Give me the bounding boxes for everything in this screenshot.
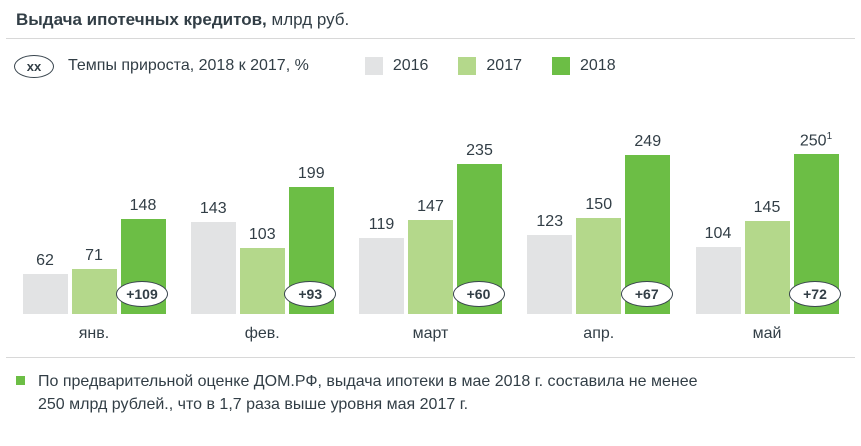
month-label: янв. <box>78 325 110 342</box>
bar-2016 <box>22 274 68 314</box>
bar-wrap-2016: 104 <box>695 225 741 314</box>
bars-март: 119 147 235 +60 <box>355 102 507 314</box>
bar-value-2017: 71 <box>85 247 103 264</box>
legend-item-2016: 2016 <box>364 57 429 75</box>
series-legend: 2016 2017 2018 <box>364 57 616 75</box>
bar-value-2017: 150 <box>585 196 613 213</box>
legend-label-2016: 2016 <box>392 57 429 74</box>
legend-label-2018: 2018 <box>580 57 616 74</box>
bar-wrap-2017: 150 <box>576 196 622 314</box>
footnote-marker: 1 <box>826 130 833 142</box>
growth-legend-label: Темпы прироста, 2018 к 2017, % <box>68 57 309 74</box>
page-title-units: млрд руб. <box>266 10 350 29</box>
growth-badge: +109 <box>116 281 168 307</box>
bar-value-2018: 199 <box>297 165 325 182</box>
bar-wrap-2016: 119 <box>359 216 404 314</box>
bar-2016 <box>695 247 741 314</box>
bars-янв.: 62 71 148 +109 <box>18 102 170 314</box>
growth-oval-icon: xx <box>14 54 54 78</box>
legend-item-2018: 2018 <box>552 57 616 75</box>
bar-value-2018: 235 <box>466 142 493 159</box>
bars-фев.: 143 103 199 +93 <box>186 102 338 314</box>
bar-2016 <box>190 222 236 314</box>
bar-value-2017: 147 <box>417 198 444 215</box>
month-label: апр. <box>583 325 615 342</box>
legend-swatch-2018 <box>552 57 570 75</box>
bar-value-2016: 119 <box>368 216 395 233</box>
bar-chart: 62 71 148 +109 янв. 143 103 199 +93 фев. 119 147 235… <box>0 102 861 343</box>
bar-2017 <box>239 248 285 314</box>
bar-wrap-2016: 123 <box>527 213 573 314</box>
top-divider <box>6 38 855 39</box>
bar-2016 <box>359 238 404 314</box>
bar-group-май: 104 145 2501 +72 май <box>691 102 843 343</box>
footnote-bullet-icon <box>16 376 25 385</box>
legend-swatch-2016 <box>364 57 383 75</box>
bar-wrap-2017: 145 <box>744 199 790 314</box>
bar-group-янв.: 62 71 148 +109 янв. <box>18 102 170 343</box>
bar-wrap-2017: 103 <box>239 226 285 314</box>
bar-2016 <box>527 235 573 314</box>
growth-badge: +67 <box>620 281 673 307</box>
bar-value-2016: 143 <box>199 200 227 217</box>
bottom-divider <box>6 357 855 358</box>
bar-value-2018: 2501 <box>799 130 833 149</box>
bar-group-фев.: 143 103 199 +93 фев. <box>186 102 338 343</box>
page-title: Выдача ипотечных кредитов, млрд руб. <box>0 0 861 38</box>
bar-wrap-2017: 71 <box>71 247 117 314</box>
bar-value-2018: 249 <box>634 133 662 150</box>
bar-wrap-2016: 143 <box>190 200 236 314</box>
bars-май: 104 145 2501 +72 <box>691 102 843 314</box>
legend-label-2017: 2017 <box>486 57 522 74</box>
bars-апр.: 123 150 249 +67 <box>523 102 675 314</box>
bar-2017 <box>744 221 790 314</box>
legend-item-2017: 2017 <box>458 57 522 75</box>
legend-row: xx Темпы прироста, 2018 к 2017, % 2016 20… <box>0 52 861 80</box>
bar-2017 <box>71 269 117 314</box>
growth-badge: +72 <box>789 281 841 307</box>
bar-value-2017: 103 <box>248 226 276 243</box>
bar-value-2016: 62 <box>36 252 54 269</box>
footnote-text: По предварительной оценке ДОМ.РФ, выдача… <box>38 373 698 414</box>
bar-value-2016: 123 <box>536 213 564 230</box>
growth-badge: +93 <box>284 281 337 307</box>
bar-value-2017: 145 <box>753 199 781 216</box>
bar-2017 <box>408 220 453 314</box>
bar-group-март: 119 147 235 +60 март <box>355 102 507 343</box>
bar-wrap-2016: 62 <box>22 252 68 314</box>
legend-swatch-2017 <box>458 57 477 75</box>
month-label: май <box>752 325 782 342</box>
page-title-main: Выдача ипотечных кредитов, <box>16 10 267 29</box>
bar-group-апр.: 123 150 249 +67 апр. <box>523 102 675 343</box>
bar-value-2016: 104 <box>704 225 732 242</box>
bar-wrap-2017: 147 <box>408 198 453 314</box>
footnote: По предварительной оценке ДОМ.РФ, выдача… <box>0 358 861 416</box>
bar-2017 <box>576 218 622 314</box>
bar-value-2018: 148 <box>129 197 157 214</box>
month-label: фев. <box>244 325 280 342</box>
growth-badge: +60 <box>452 281 505 307</box>
month-label: март <box>412 325 449 342</box>
